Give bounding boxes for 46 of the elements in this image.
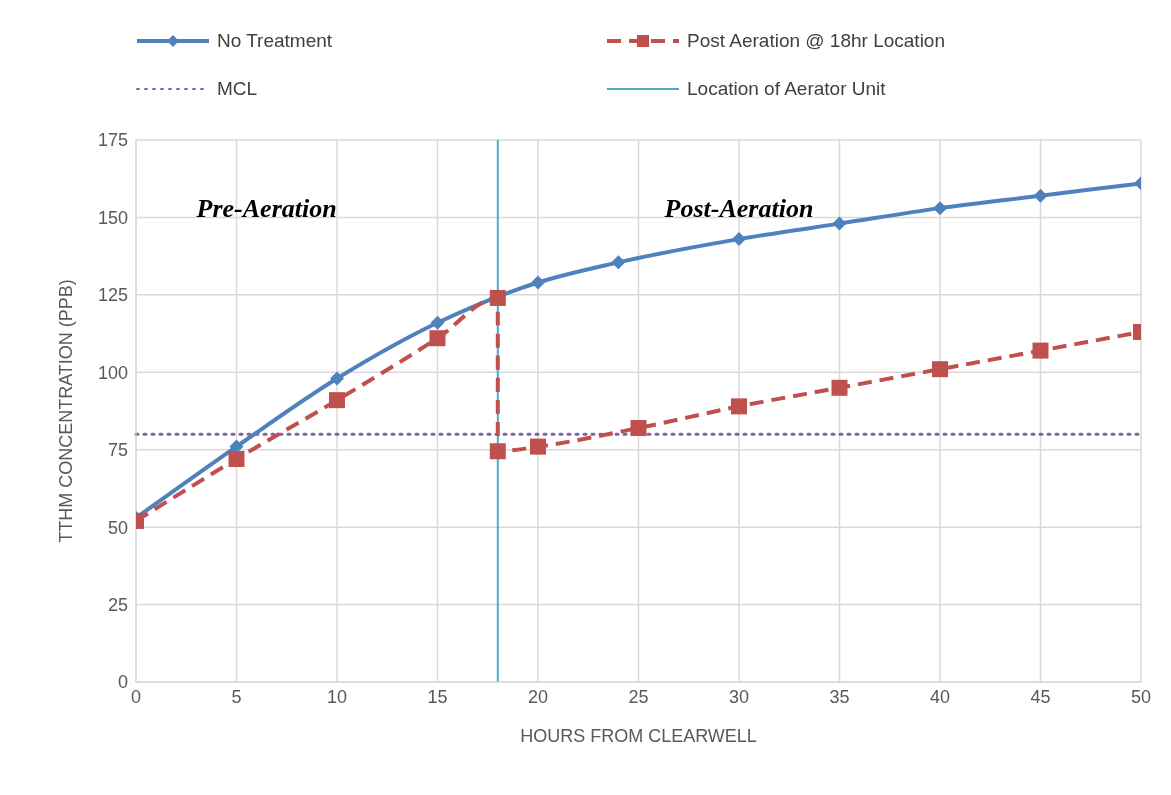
x-tick-label: 10 [326, 686, 348, 707]
y-tick-label: 125 [97, 285, 128, 306]
point [831, 379, 848, 396]
y-tick-label: 175 [97, 130, 128, 151]
y-tick-label: 100 [97, 362, 128, 383]
point [531, 275, 545, 290]
point [1033, 188, 1048, 203]
point [330, 371, 344, 386]
x-tick-label: 25 [628, 686, 649, 707]
x-axis-title: HOURS FROM CLEARWELL [520, 726, 757, 746]
point [731, 398, 747, 415]
point [1032, 342, 1049, 359]
x-tick-label: 50 [1130, 686, 1152, 707]
y-tick-label: 75 [107, 440, 128, 461]
x-tick-label: 15 [427, 686, 448, 707]
x-tick-label: 35 [829, 686, 850, 707]
point [630, 420, 647, 437]
annotation: Pre-Aeration [195, 194, 338, 225]
legend-label: Location of Aerator Unit [687, 78, 886, 100]
y-tick-label: 50 [107, 517, 128, 538]
point [228, 451, 245, 468]
legend-label: MCL [217, 78, 258, 100]
point [932, 361, 948, 378]
x-tick-label: 0 [130, 686, 142, 707]
point [429, 330, 446, 347]
y-axis-title: TTHM CONCENTRATION (PPB) [56, 279, 77, 543]
point [530, 438, 546, 455]
y-tick-label: 25 [107, 594, 128, 615]
point [611, 255, 626, 270]
y-tick-label: 150 [97, 207, 128, 228]
x-tick-label: 45 [1030, 686, 1051, 707]
point [732, 232, 746, 247]
point [430, 315, 445, 330]
x-tick-label: 30 [728, 686, 750, 707]
point [933, 201, 947, 216]
legend-label: Post Aeration @ 18hr Location [687, 30, 946, 52]
x-tick-label: 5 [231, 686, 242, 707]
y-tick-label: 0 [117, 672, 128, 693]
point [489, 443, 506, 460]
point [489, 289, 506, 306]
x-tick-label: 40 [929, 686, 951, 707]
point [832, 216, 847, 231]
legend-label: No Treatment [217, 30, 333, 52]
x-tick-label: 20 [527, 686, 549, 707]
annotation: Post-Aeration [663, 194, 815, 225]
point [329, 392, 345, 409]
